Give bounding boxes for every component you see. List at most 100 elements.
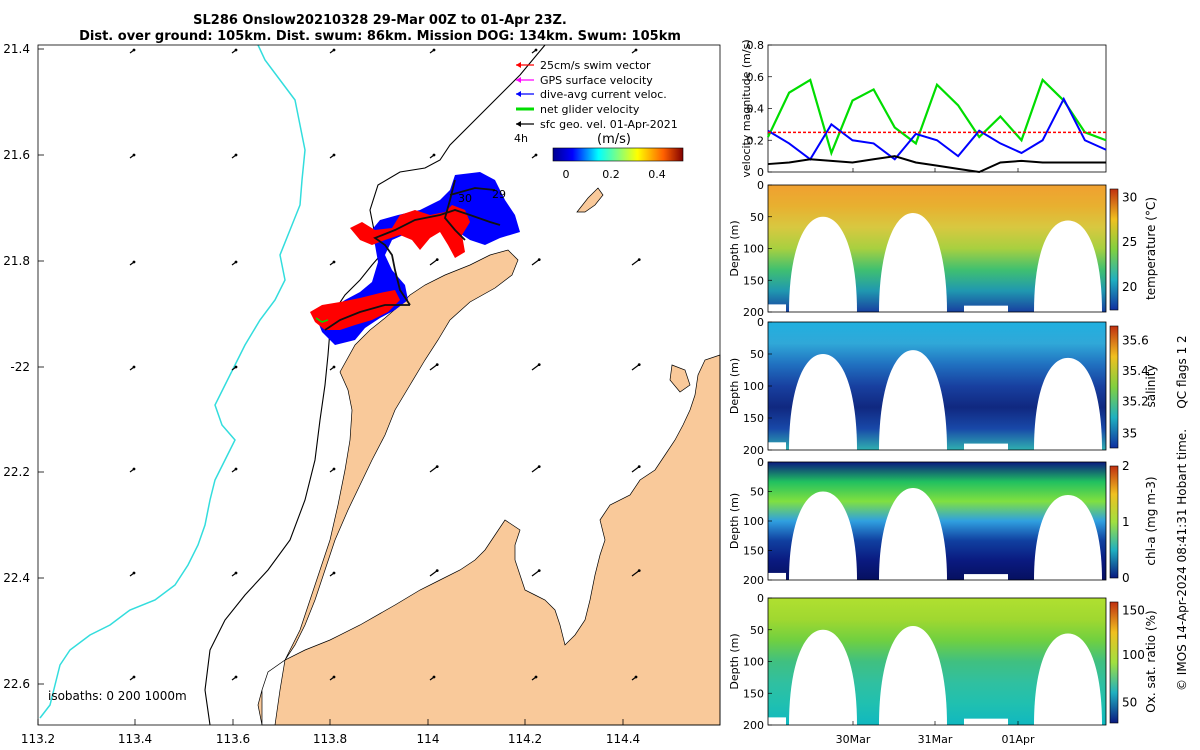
lat-tick-label: 21.4 [3,42,30,56]
no-data-gap [879,625,947,725]
map-colorbar [552,147,684,162]
no-data-gap [1034,357,1102,450]
colorbar [1109,601,1119,724]
legend-label-sfc-geo: sfc geo. vel. 01-Apr-2021 [540,118,678,131]
surface-velocity-arrows [129,48,641,681]
qc-flags-label: QC flags 1 2 [1175,335,1189,408]
sfc-arrow [631,259,640,266]
velocity-y-tick-label: 0.2 [747,134,765,147]
lat-tick-label: 21.8 [3,254,30,268]
no-data-gap [879,212,947,312]
sfc-arrow-head [534,48,538,52]
sfc-arrow [429,570,438,577]
colorbar-unit: (m/s) [597,132,631,147]
sfc-arrow-head [435,465,439,468]
depth-tick-label: 150 [743,545,764,558]
sfc-arrow [429,466,438,473]
sfc-arrow-head [132,467,136,471]
sfc-arrow-head [637,363,641,366]
colorbar-label: Ox. sat. ratio (%) [1144,610,1158,712]
legend-label-swim: 25cm/s swim vector [540,59,651,72]
depth-tick-label: 50 [750,486,764,499]
colorbar-tick-1: 0.2 [602,168,620,181]
lat-tick-label: 22.4 [3,571,30,585]
sfc-arrow [531,259,540,266]
depth-axis-label: Depth (m) [728,358,741,414]
depth-tick-label: 100 [743,243,764,256]
sfc-arrow-head [534,675,538,679]
map-frame [37,44,721,726]
swim-vector-fill [350,205,470,258]
colorbar-tick-label: 100 [1122,648,1145,662]
colorbar-tick-0: 0 [563,168,570,181]
no-data-gap [789,354,857,450]
velocity-y-tick-label: 0 [757,166,764,179]
chart-title-line2: Dist. over ground: 105km. Dist. swum: 86… [79,29,681,44]
depth-tick-label: 50 [750,211,764,224]
legend-label-net: net glider velocity [540,103,640,116]
time-axis-label: 01Apr [1001,733,1035,746]
depth-tick-label: 200 [743,444,764,457]
colorbar-label: salinity [1144,364,1158,407]
depth-axis-label: Depth (m) [728,493,741,549]
depth-tick-label: 150 [743,274,764,287]
colorbar [1109,325,1119,449]
velocity-y-label: velocity magnitude (m/s) [740,39,753,177]
depth-tick-label: 0 [757,179,764,192]
lon-tick-label: 113.2 [21,732,55,746]
sfc-arrow-head [132,365,136,369]
depth-tick-label: 200 [743,306,764,319]
sfc-arrow-head [634,675,638,679]
sfc-arrow-head [435,569,439,572]
depth-tick-label: 100 [743,656,764,669]
depth-tick-label: 50 [750,624,764,637]
lat-tick-label: -22 [10,360,30,374]
depth-tick-label: 200 [743,574,764,587]
sfc-arrow-head [332,571,336,575]
lon-tick-label: 114.4 [606,732,640,746]
lat-tick-label: 22.6 [3,677,30,691]
colorbar-tick-label: 25 [1122,235,1137,249]
sfc-arrow-head [432,153,436,157]
no-data-gap [768,717,786,725]
depth-tick-label: 0 [757,592,764,605]
sfc-arrow-head [537,258,541,261]
colorbar [1109,188,1119,311]
sfc-arrow-head [332,153,336,157]
sfc-arrow-head [534,153,538,157]
sfc-arrow-head [537,363,541,366]
sfc-arrow [531,570,540,577]
no-data-gap [964,718,1008,725]
sfc-arrow-head [234,260,238,264]
sfc-arrow-head [537,569,541,572]
sfc-arrow-head [637,258,641,261]
time-axis-label: 30Mar [836,733,871,746]
sfc-arrow-head [234,48,238,52]
sfc-arrow-head [332,467,336,471]
isobath-200m [204,44,546,726]
sfc-arrow-head [332,675,336,679]
depth-tick-label: 0 [757,456,764,469]
velocity-y-tick-label: 0.4 [747,103,765,116]
glider-track [324,179,501,331]
lon-tick-label: 113.6 [216,732,250,746]
no-data-gap [768,442,786,450]
sfc-arrow [429,259,438,266]
interval-label: 4h [514,132,528,145]
lon-tick-label: 113.8 [313,732,347,746]
sfc-arrow-head [634,48,638,52]
legend-label-gps: GPS surface velocity [540,74,653,87]
colorbar-label: temperature (°C) [1144,197,1158,300]
time-axis-label: 31Mar [918,733,953,746]
colorbar [1109,465,1119,579]
current-velocity-line [767,96,1107,161]
sfc-arrow [429,364,438,371]
sfc-arrow-head [132,153,136,157]
sfc-arrow-head [234,153,238,157]
depth-tick-label: 50 [750,348,764,361]
no-data-gap [1034,220,1102,312]
lon-tick-label: 114.2 [508,732,542,746]
track-day-label-29: 29 [492,188,506,201]
no-data-gap [879,350,947,450]
